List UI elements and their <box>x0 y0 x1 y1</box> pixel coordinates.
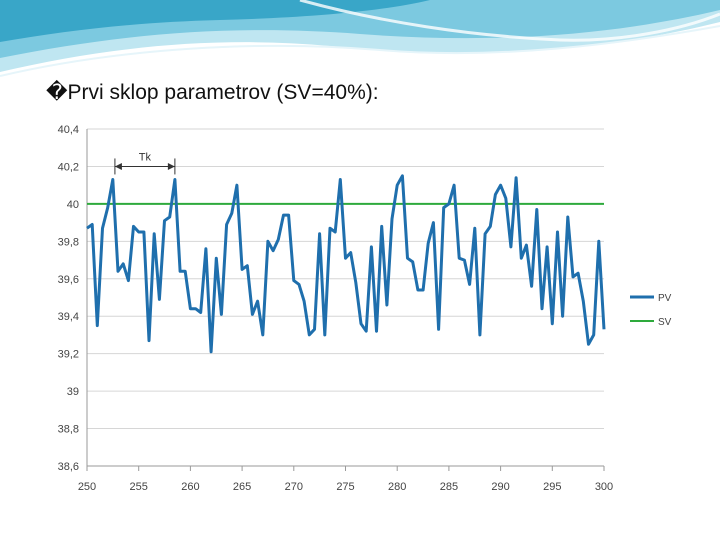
x-tick-label: 260 <box>181 481 199 493</box>
axes: 40,4 40,2 40 39,8 39,6 39,4 39,2 39 38,8 38,6 250 2… <box>58 124 614 493</box>
y-tick-label: 39,8 <box>58 236 79 248</box>
series-lines <box>86 174 606 354</box>
legend-label-sv: SV <box>658 317 672 328</box>
line-chart: 40,4 40,2 40 39,8 39,6 39,4 39,2 39 38,8 38,6 250 2… <box>38 114 682 494</box>
tk-arrowhead-right <box>167 162 175 170</box>
slide-title: �Prvi sklop parametrov (SV=40%): <box>46 81 379 104</box>
legend: PV SV <box>630 293 672 328</box>
x-tick-label: 250 <box>78 481 96 493</box>
chart-container: 40,4 40,2 40 39,8 39,6 39,4 39,2 39 38,8 38,6 250 2… <box>38 114 682 494</box>
y-tick-label: 38,8 <box>58 424 79 436</box>
header-wave-decoration <box>0 0 720 77</box>
series-line-pv <box>86 174 606 354</box>
x-tick-label: 300 <box>595 481 613 493</box>
x-tick-label: 295 <box>543 481 561 493</box>
y-tick-label: 39,4 <box>58 311 79 323</box>
x-tick-label: 285 <box>440 481 458 493</box>
legend-label-pv: PV <box>658 293 672 304</box>
y-tick-label: 40,2 <box>58 161 79 173</box>
tk-annotation: Tk <box>114 151 176 175</box>
x-tick-label: 290 <box>491 481 509 493</box>
y-tick-label: 39 <box>67 386 79 398</box>
header-wave-line <box>0 25 720 77</box>
y-tick-label: 38,6 <box>58 461 79 473</box>
x-tick-label: 280 <box>388 481 406 493</box>
x-tick-label: 275 <box>336 481 354 493</box>
tk-label: Tk <box>139 151 152 163</box>
y-tick-label: 40,4 <box>58 124 79 136</box>
header-wave-dark <box>0 0 430 42</box>
y-tick-label: 39,6 <box>58 274 79 286</box>
tk-arrowhead-left <box>114 162 122 170</box>
y-tick-label: 39,2 <box>58 349 79 361</box>
x-tick-label: 255 <box>130 481 148 493</box>
y-tick-label: 40 <box>67 199 79 211</box>
x-tick-label: 270 <box>285 481 303 493</box>
header-wave-highlight <box>299 0 720 42</box>
x-tick-label: 265 <box>233 481 251 493</box>
